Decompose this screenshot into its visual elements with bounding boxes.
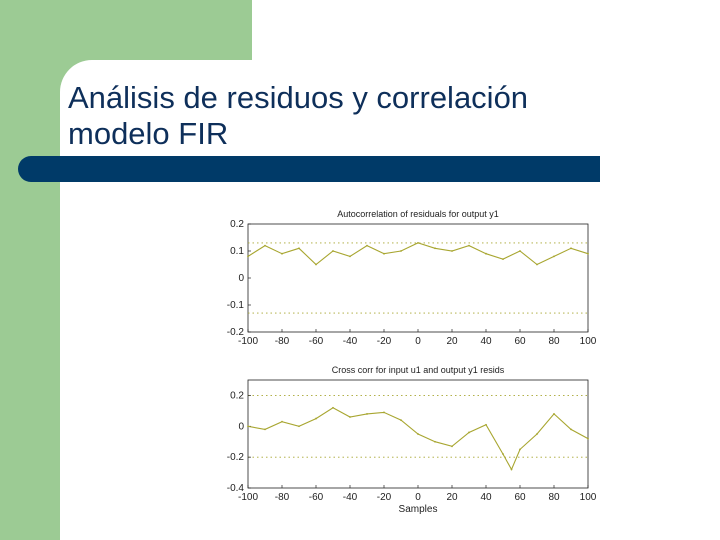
- chart-0-ytick-label-0: 0.2: [230, 219, 244, 230]
- chart-1-series-0-line: [247, 407, 589, 471]
- chart-1-series-0-point-13: [468, 431, 470, 434]
- chart-0-series-0-point-2: [281, 252, 283, 255]
- chart-0-series-0-point-17: [536, 263, 538, 266]
- chart-0-xtick-label-1: -80: [275, 336, 290, 347]
- chart-1-series-0-point-0: [247, 425, 249, 428]
- chart-0-series-0-point-5: [332, 250, 334, 252]
- chart-1-series-0-point-5: [332, 406, 334, 409]
- chart-1-series-0-point-1: [264, 428, 266, 431]
- chart-1-xtick-label-4: -20: [377, 492, 392, 503]
- chart-1-series-0-point-18: [536, 433, 538, 435]
- title-rule-bar: [18, 156, 600, 182]
- chart-1-ytick-label-3: -0.4: [227, 483, 245, 494]
- chart-1-series-0-point-16: [510, 468, 513, 471]
- chart-0-ytick-label-1: 0.1: [230, 246, 244, 257]
- chart-1-series-0-point-15: [502, 453, 504, 455]
- chart-0-series-0-point-7: [366, 244, 368, 247]
- chart-0-frame: [247, 223, 589, 333]
- chart-0-xtick-label-6: 20: [446, 336, 458, 347]
- chart-0-series-0-point-16: [519, 250, 521, 252]
- chart-1-series-0-point-3: [298, 425, 300, 428]
- slide-title-line1: Análisis de residuos y correlación: [68, 80, 529, 115]
- chart-1-ytick-label-1: 0: [238, 421, 244, 432]
- chart-1-xtick-label-0: -100: [238, 492, 258, 503]
- chart-1-series-0-point-11: [434, 440, 436, 443]
- chart-1-xtick-label-10: 100: [580, 492, 597, 503]
- chart-1-series-0-point-12: [451, 445, 453, 448]
- slide-title: Análisis de residuos y correlación model…: [68, 80, 708, 152]
- chart-1-series-0-point-9: [400, 419, 402, 422]
- chart-1-ytick-label-2: -0.2: [227, 452, 245, 463]
- chart-1-series-0-point-17: [519, 448, 521, 451]
- chart-0-xtick-label-10: 100: [580, 336, 597, 347]
- chart-1-xtick-label-8: 60: [514, 492, 526, 503]
- chart-1-series-0-point-7: [366, 413, 368, 415]
- chart-0-series-0-point-20: [587, 252, 589, 255]
- chart-0-series-0-point-19: [570, 247, 572, 250]
- chart-0-xtick-label-9: 80: [548, 336, 560, 347]
- slide-title-line2: modelo FIR: [68, 116, 229, 151]
- chart-1-xtick-label-5: 0: [415, 492, 421, 503]
- chart-0-series-0-point-8: [383, 252, 385, 255]
- chart-0-series-0-point-12: [451, 250, 453, 252]
- chart-1-ytick-label-0: 0.2: [230, 390, 244, 401]
- chart-0-series-0-point-11: [434, 247, 436, 250]
- chart-1-xtick-label-1: -80: [275, 492, 290, 503]
- chart-0-series-0-point-3: [298, 247, 300, 250]
- chart-1-series-0-point-14: [485, 423, 487, 426]
- chart-0-series-0-point-4: [315, 263, 317, 266]
- chart-1-series-0-point-19: [553, 413, 555, 415]
- chart-0-series-0-point-0: [247, 255, 249, 258]
- residual-analysis-chart: Autocorrelation of residuals for output …: [227, 209, 597, 515]
- chart-0-xtick-label-5: 0: [415, 336, 421, 347]
- chart-0-series-0-point-18: [553, 255, 555, 258]
- chart-0-title: Autocorrelation of residuals for output …: [337, 209, 499, 219]
- chart-0-xtick-label-3: -40: [343, 336, 358, 347]
- chart-1-xlabel: Samples: [399, 504, 438, 515]
- chart-0-ytick-label-3: -0.1: [227, 300, 245, 311]
- chart-1-xtick-label-3: -40: [343, 492, 358, 503]
- chart-1-xtick-label-6: 20: [446, 492, 458, 503]
- chart-0-series-0-point-13: [468, 244, 470, 247]
- chart-0-xtick-label-2: -60: [309, 336, 324, 347]
- chart-0-xtick-label-4: -20: [377, 336, 392, 347]
- chart-0-xtick-label-8: 60: [514, 336, 526, 347]
- chart-0-series-0-point-6: [349, 255, 351, 258]
- chart-1-series-0-point-10: [417, 433, 419, 435]
- chart-1-series-0-point-6: [349, 416, 351, 418]
- chart-0-series-0-point-15: [502, 258, 504, 260]
- chart-1-xtick-label-9: 80: [548, 492, 560, 503]
- chart-1-series-0-point-2: [281, 420, 283, 423]
- chart-0-xtick-label-0: -100: [238, 336, 258, 347]
- chart-0-ytick-label-2: 0: [238, 273, 244, 284]
- chart-1-xtick-label-2: -60: [309, 492, 324, 503]
- chart-0-ytick-label-4: -0.2: [227, 327, 245, 338]
- chart-0-series-0-point-10: [417, 242, 419, 244]
- chart-1-title: Cross corr for input u1 and output y1 re…: [332, 365, 505, 375]
- chart-1-series-0-point-4: [315, 417, 317, 420]
- chart-1-series-0-point-20: [570, 428, 572, 431]
- chart-0-series-0-point-14: [485, 252, 487, 255]
- chart-1-xtick-label-7: 40: [480, 492, 492, 503]
- chart-1-series-0-point-21: [587, 437, 589, 440]
- chart-1-series-0-point-8: [383, 411, 385, 414]
- chart-0-series-0-point-1: [264, 244, 266, 247]
- chart-0-xtick-label-7: 40: [480, 336, 492, 347]
- chart-0-series-0-point-9: [400, 250, 402, 252]
